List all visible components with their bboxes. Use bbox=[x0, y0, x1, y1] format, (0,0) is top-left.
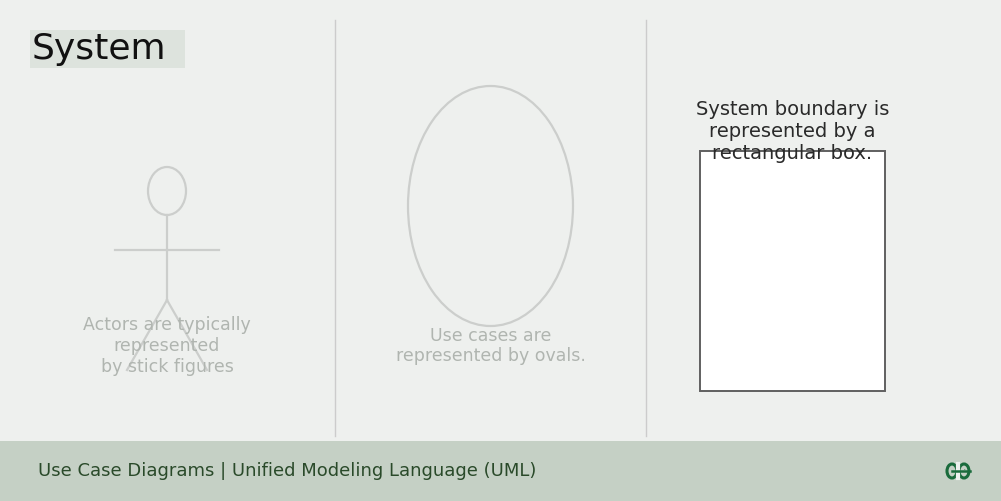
Text: ꝏG: ꝏG bbox=[964, 469, 966, 470]
FancyBboxPatch shape bbox=[700, 151, 885, 391]
FancyBboxPatch shape bbox=[30, 30, 185, 68]
Text: Use cases are
represented by ovals.: Use cases are represented by ovals. bbox=[395, 327, 586, 365]
Text: Actors are typically
represented
by stick figures: Actors are typically represented by stic… bbox=[83, 316, 251, 376]
Text: System: System bbox=[32, 32, 166, 66]
Text: Use Case Diagrams | Unified Modeling Language (UML): Use Case Diagrams | Unified Modeling Lan… bbox=[38, 462, 537, 480]
Text: System boundary is
represented by a
rectangular box.: System boundary is represented by a rect… bbox=[696, 100, 889, 162]
Polygon shape bbox=[0, 441, 1001, 501]
